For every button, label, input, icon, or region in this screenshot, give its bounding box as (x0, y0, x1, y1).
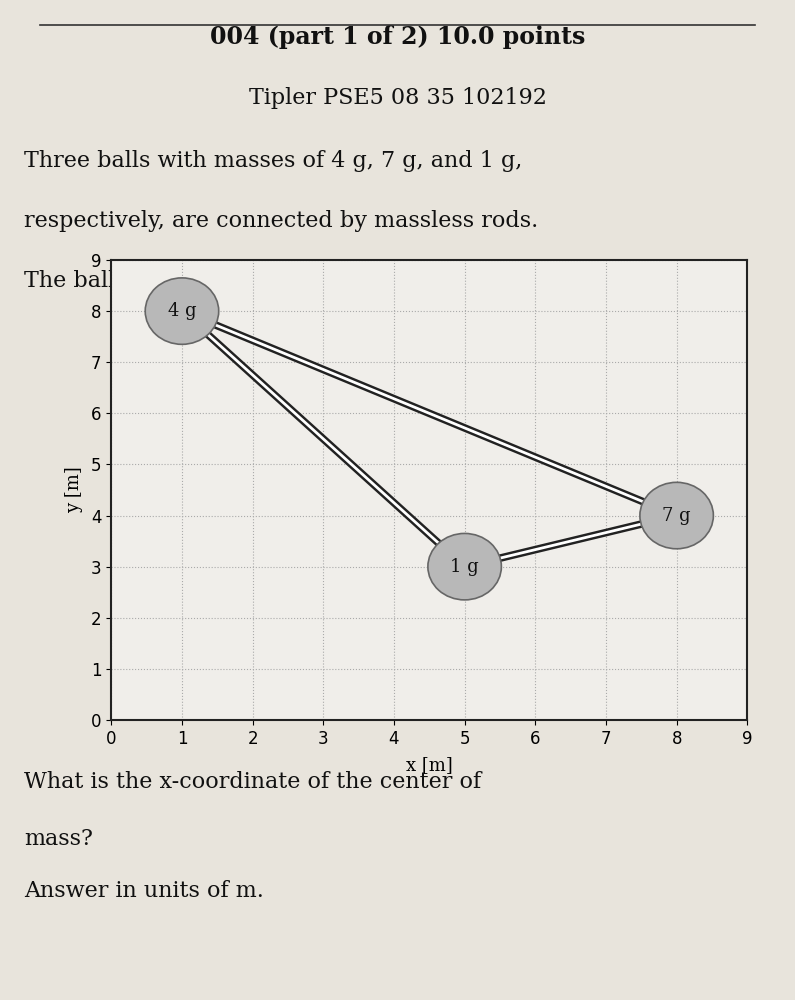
Text: 7 g: 7 g (662, 507, 691, 525)
Text: The balls are located (in meter intervals).: The balls are located (in meter interval… (24, 270, 493, 292)
Ellipse shape (428, 533, 502, 600)
Text: Three balls with masses of 4 g, 7 g, and 1 g,: Three balls with masses of 4 g, 7 g, and… (24, 150, 522, 172)
Text: 4 g: 4 g (168, 302, 196, 320)
Text: respectively, are connected by massless rods.: respectively, are connected by massless … (24, 210, 538, 232)
Y-axis label: y [m]: y [m] (64, 467, 83, 513)
Text: 004 (part 1 of 2) 10.0 points: 004 (part 1 of 2) 10.0 points (210, 25, 585, 49)
Ellipse shape (145, 278, 219, 344)
Text: Tipler PSE5 08 35 102192: Tipler PSE5 08 35 102192 (249, 87, 546, 109)
Text: mass?: mass? (24, 828, 93, 850)
Text: What is the x-coordinate of the center of: What is the x-coordinate of the center o… (24, 771, 481, 793)
Text: Answer in units of m.: Answer in units of m. (24, 880, 264, 902)
Ellipse shape (640, 482, 713, 549)
X-axis label: x [m]: x [m] (406, 756, 452, 774)
Text: 1 g: 1 g (450, 558, 479, 576)
